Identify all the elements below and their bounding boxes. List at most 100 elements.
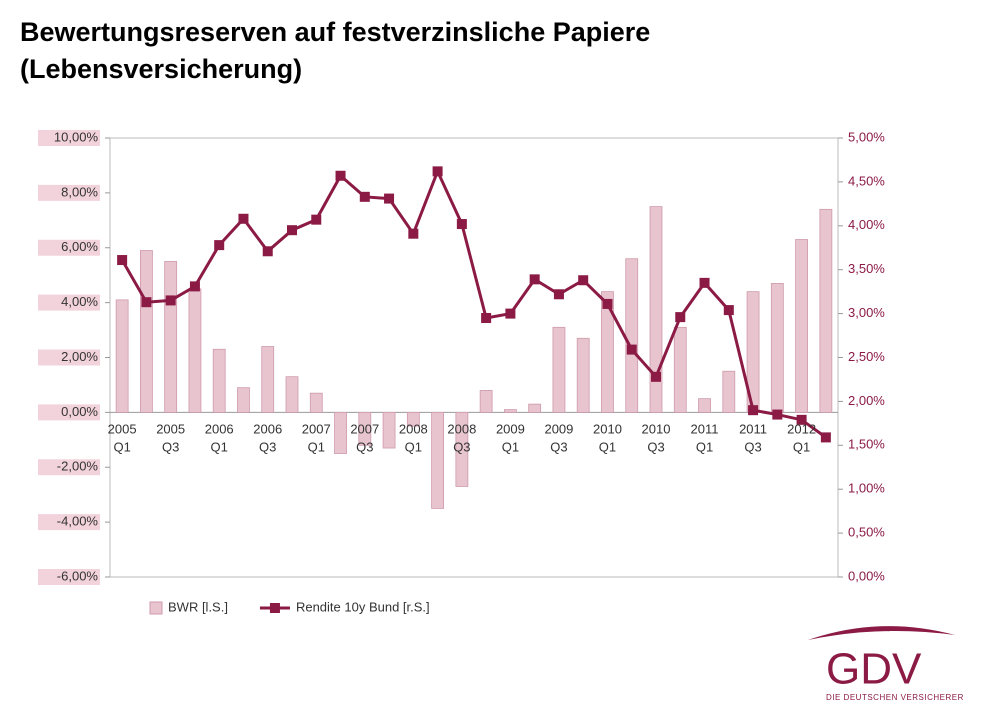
line-marker bbox=[456, 219, 467, 230]
x-tick-label-line: 2009 bbox=[496, 422, 525, 437]
line-marker bbox=[117, 255, 128, 266]
x-tick-label: 2009 Q1 bbox=[496, 422, 525, 455]
x-tick-label: 2005 Q3 bbox=[156, 422, 185, 455]
x-tick-label: 2007 Q3 bbox=[350, 422, 379, 455]
line-marker bbox=[384, 193, 395, 204]
y2-tick-label: 2,00% bbox=[848, 393, 885, 408]
x-tick-label: 2011 Q3 bbox=[739, 422, 767, 455]
y2-tick-label: 5,00% bbox=[848, 129, 885, 144]
line-marker bbox=[699, 277, 710, 288]
bar bbox=[770, 283, 784, 413]
bar bbox=[309, 392, 323, 413]
x-tick-label-line: 2005 bbox=[156, 422, 185, 437]
line-marker bbox=[675, 312, 686, 323]
bar bbox=[673, 326, 687, 413]
line-marker bbox=[626, 344, 637, 355]
bar bbox=[819, 208, 833, 413]
bar bbox=[698, 398, 711, 413]
bar bbox=[406, 411, 420, 427]
bar bbox=[722, 370, 736, 413]
line-marker bbox=[578, 275, 589, 286]
y2-tick-label: 3,00% bbox=[848, 305, 885, 320]
y-tick-label: -6,00% bbox=[57, 568, 99, 583]
line-marker bbox=[796, 414, 807, 425]
x-tick-label-line: 2008 bbox=[447, 422, 476, 437]
y2-tick-label: 2,50% bbox=[848, 349, 885, 364]
bar bbox=[503, 409, 517, 413]
logo-tagline: DIE DEUTSCHEN VERSICHERER bbox=[826, 693, 964, 702]
line bbox=[120, 167, 827, 439]
x-tick-label-line: Q1 bbox=[599, 440, 616, 455]
x-tick-label-line: 2006 bbox=[253, 422, 282, 437]
bar bbox=[625, 258, 639, 413]
line-marker bbox=[287, 225, 297, 236]
logo-swoosh bbox=[808, 626, 955, 640]
x-tick-label: 2006 Q3 bbox=[253, 422, 282, 455]
line-marker bbox=[553, 289, 564, 300]
x-tick-label: 2010 Q1 bbox=[593, 422, 622, 455]
x-tick-label-line: Q1 bbox=[502, 440, 519, 455]
bar bbox=[455, 411, 469, 487]
y-tick-highlight bbox=[38, 294, 100, 311]
bar bbox=[139, 250, 153, 413]
legend-label: BWR [l.S.] bbox=[168, 599, 228, 614]
x-tick-label-line: Q3 bbox=[162, 440, 179, 455]
legend-swatch bbox=[269, 603, 280, 613]
line-marker bbox=[165, 295, 176, 306]
x-tick-label: 2006 Q1 bbox=[205, 422, 234, 455]
bar bbox=[188, 288, 202, 413]
x-tick-label-line: 2006 bbox=[205, 422, 234, 437]
x-tick-label-line: Q3 bbox=[647, 440, 664, 455]
line-marker bbox=[651, 371, 661, 382]
x-tick-label-line: 2008 bbox=[399, 422, 428, 437]
line-marker bbox=[359, 191, 370, 202]
y2-tick-label: 4,50% bbox=[848, 173, 885, 188]
y2-tick-label: 4,00% bbox=[848, 217, 885, 232]
legend-swatch bbox=[149, 601, 163, 615]
bar bbox=[649, 206, 663, 413]
bar bbox=[237, 387, 250, 413]
y-tick-label: -4,00% bbox=[57, 514, 99, 529]
bar bbox=[528, 403, 542, 413]
x-tick-label-line: 2009 bbox=[544, 422, 573, 437]
bar bbox=[358, 411, 372, 446]
line-marker bbox=[602, 298, 613, 309]
chart-title: (Lebensversicherung) bbox=[20, 54, 302, 84]
y2-tick-label: 0,00% bbox=[848, 568, 885, 583]
x-tick-label-line: Q1 bbox=[211, 440, 228, 455]
line-marker bbox=[481, 312, 492, 323]
y-tick-label: -2,00% bbox=[57, 459, 99, 474]
bar bbox=[552, 326, 566, 413]
line-marker bbox=[432, 166, 443, 177]
line-marker bbox=[772, 409, 783, 420]
x-tick-label-line: 2007 bbox=[302, 422, 331, 437]
y-tick-highlight bbox=[38, 184, 100, 201]
x-tick-label-line: Q3 bbox=[356, 440, 373, 455]
x-tick-label-line: Q1 bbox=[696, 440, 713, 455]
x-tick-label-line: 2005 bbox=[108, 422, 137, 437]
y2-tick-label: 1,00% bbox=[848, 481, 885, 496]
bar bbox=[431, 411, 445, 509]
x-tick-label: 2008 Q3 bbox=[447, 422, 476, 455]
bar bbox=[795, 239, 808, 413]
line-marker bbox=[189, 281, 200, 292]
x-tick-label: 2007 Q1 bbox=[302, 422, 331, 455]
line-marker bbox=[723, 305, 734, 316]
bar bbox=[285, 376, 299, 413]
x-tick-label-line: 2011 bbox=[691, 422, 719, 437]
x-tick-label: 2009 Q3 bbox=[544, 422, 573, 455]
line-marker bbox=[820, 432, 831, 443]
x-tick-label: 2012 Q1 bbox=[787, 422, 816, 455]
line-marker bbox=[238, 213, 249, 224]
x-tick-label-line: Q1 bbox=[113, 440, 130, 455]
line-marker bbox=[141, 297, 152, 308]
y-tick-highlight bbox=[38, 239, 100, 256]
x-tick-label-line: Q3 bbox=[259, 440, 276, 455]
y-tick-label: 0,00% bbox=[61, 404, 98, 419]
x-tick-label: 2005 Q1 bbox=[108, 422, 137, 455]
x-tick-label-line: 2010 bbox=[642, 422, 671, 437]
x-tick-label-line: 2011 bbox=[739, 422, 767, 437]
x-tick-label-line: Q1 bbox=[405, 440, 422, 455]
bar bbox=[601, 291, 614, 413]
